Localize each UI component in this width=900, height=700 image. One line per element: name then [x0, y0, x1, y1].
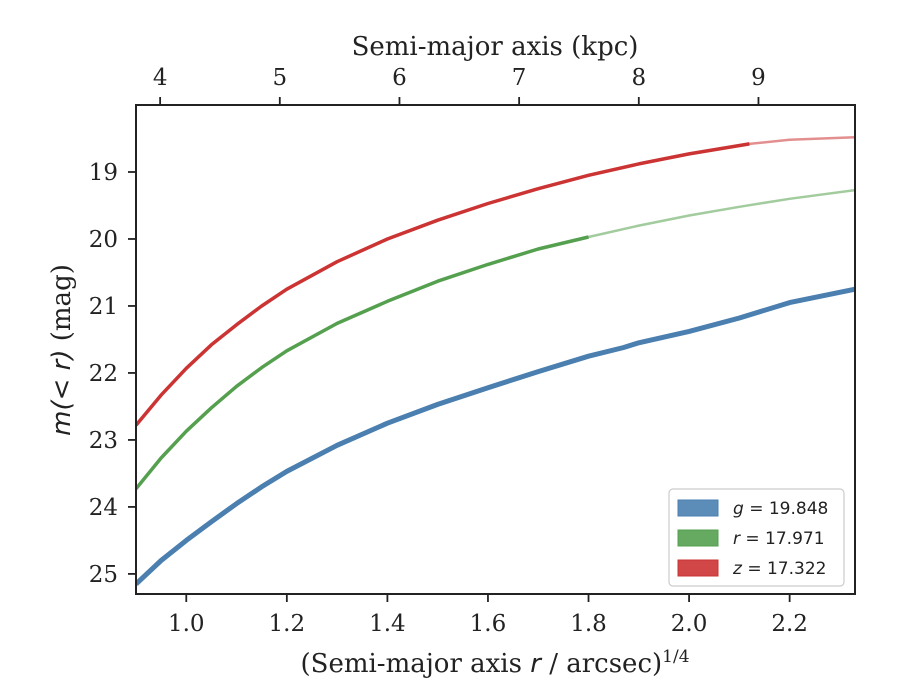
legend-swatch-r — [677, 529, 719, 547]
legend-label-r: r = 17.971 — [733, 529, 825, 549]
y-tick-label: 21 — [89, 294, 118, 320]
top-tick-label: 9 — [751, 65, 766, 91]
legend-swatch-z — [677, 559, 719, 577]
top-tick-label: 6 — [392, 65, 407, 91]
x-tick-label: 1.0 — [168, 611, 205, 637]
chart-marks — [136, 135, 855, 586]
top-tick-label: 7 — [512, 65, 527, 91]
series-r-line — [136, 235, 589, 490]
legend-swatch-g — [677, 499, 719, 517]
x-axis-title-exponent: 1/4 — [662, 647, 689, 667]
y-tick-label: 25 — [89, 562, 118, 588]
top-tick-label: 8 — [631, 65, 646, 91]
x-tick-label: 1.8 — [570, 611, 607, 637]
x-tick-label: 1.2 — [269, 611, 306, 637]
top-tick-label: 5 — [272, 65, 287, 91]
x-axis-title-part: / arcsec) — [541, 649, 662, 679]
x-tick-label: 2.2 — [771, 611, 808, 637]
series-group — [136, 135, 855, 586]
y-axis-title: m(< r) (mag) — [47, 264, 77, 436]
axis-ticks: 1.0 1.2 1.4 1.6 1.8 2.0 2.2 19 20 21 22 23 24 25 4 5 6 7 8… — [89, 65, 808, 637]
y-tick-label: 19 — [89, 160, 118, 186]
legend-label-g: g = 19.848 — [733, 499, 828, 519]
series-z-extrapolated-line — [748, 135, 855, 146]
y-tick-label: 20 — [89, 227, 118, 253]
series-z-line — [136, 142, 750, 427]
y-tick-label: 24 — [89, 495, 118, 521]
plot-frame — [135, 104, 856, 595]
y-tick-label: 22 — [89, 361, 118, 387]
x-axis-title: (Semi-major axis r / arcsec)1/4 — [300, 647, 689, 679]
series-g-line — [136, 286, 855, 586]
top-axis-title: Semi-major axis (kpc) — [352, 32, 639, 62]
x-tick-label: 2.0 — [671, 611, 708, 637]
x-tick-label: 1.6 — [470, 611, 507, 637]
y-axis-title-unit: (mag) — [47, 264, 77, 349]
y-tick-label: 23 — [89, 428, 118, 454]
x-tick-label: 1.4 — [369, 611, 406, 637]
series-r-extrapolated-line — [587, 188, 855, 239]
x-axis-title-part: (Semi-major axis — [300, 649, 530, 679]
top-tick-label: 4 — [153, 65, 168, 91]
legend: g = 19.848 r = 17.971 z = 17.322 — [668, 488, 845, 587]
y-axis-title-math: m(< r) — [47, 350, 77, 436]
legend-label-z: z = 17.322 — [732, 559, 826, 579]
x-axis-title-var: r — [530, 649, 543, 679]
